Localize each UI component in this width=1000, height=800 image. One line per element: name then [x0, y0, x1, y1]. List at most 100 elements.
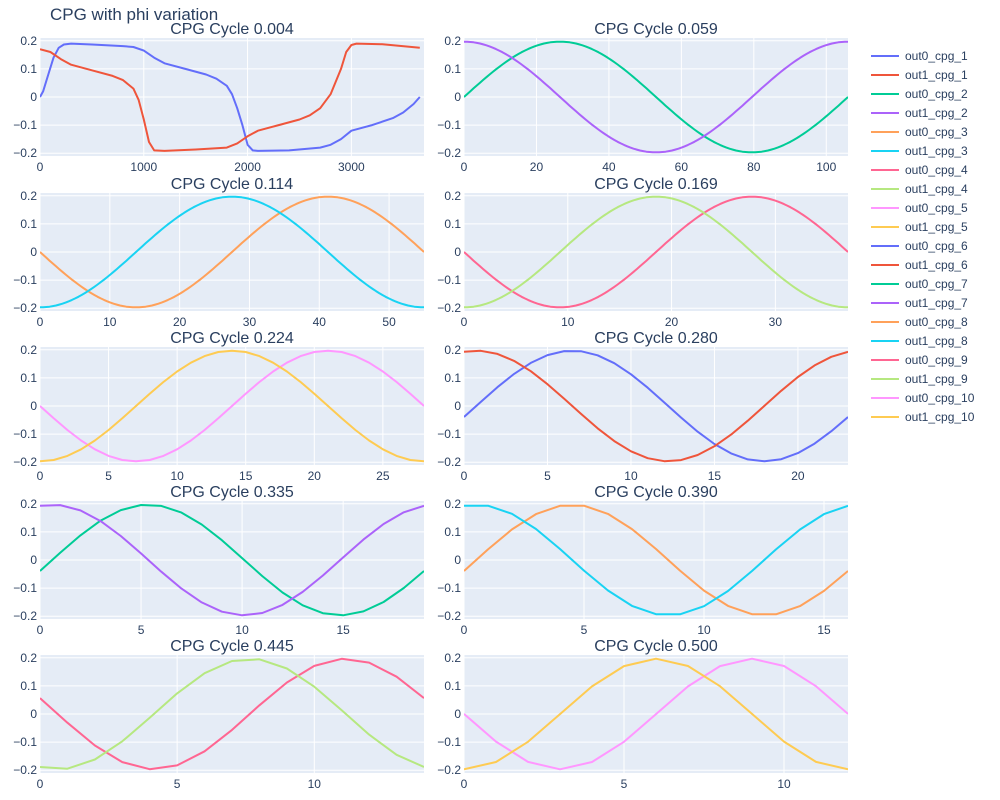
legend-label: out0_cpg_4 — [905, 163, 968, 177]
x-tick-label: 20 — [530, 160, 544, 174]
legend-label: out1_cpg_10 — [905, 410, 975, 424]
y-tick-label: −0.2 — [13, 763, 37, 777]
y-tick-label: 0.1 — [444, 525, 461, 539]
y-tick-label: 0.1 — [444, 679, 461, 693]
x-tick-label: 0 — [461, 160, 468, 174]
y-tick-label: 0.2 — [20, 343, 37, 357]
x-tick-label: 25 — [376, 469, 390, 483]
legend-label: out1_cpg_7 — [905, 296, 968, 310]
legend-label: out0_cpg_3 — [905, 125, 968, 139]
x-tick-label: 0 — [37, 315, 44, 329]
x-tick-label: 10 — [624, 469, 638, 483]
series-line-out1_cpg_7 — [40, 504, 424, 617]
y-tick-label: 0.2 — [444, 34, 461, 48]
y-tick-label: 0 — [454, 707, 461, 721]
y-tick-label: −0.2 — [437, 301, 461, 315]
x-tick-label: 3000 — [338, 160, 365, 174]
subplot-title: CPG Cycle 0.445 — [170, 638, 294, 655]
legend-item-out0_cpg_5[interactable]: out0_cpg_5 — [871, 201, 968, 215]
x-tick-label: 5 — [138, 623, 145, 637]
subplot-6: 0 5 10 15 20 −0.2 −0.1 0 0.1 0.2 CPG Cycle 0.280 — [437, 330, 848, 483]
legend-item-out1_cpg_8[interactable]: out1_cpg_8 — [871, 334, 968, 348]
legend-item-out0_cpg_4[interactable]: out0_cpg_4 — [871, 163, 968, 177]
legend-item-out0_cpg_2[interactable]: out0_cpg_2 — [871, 87, 968, 101]
subplot-title: CPG Cycle 0.500 — [594, 638, 718, 655]
legend-label: out0_cpg_10 — [905, 391, 975, 405]
x-tick-label: 5 — [581, 623, 588, 637]
x-tick-label: 50 — [382, 315, 396, 329]
legend-item-out0_cpg_3[interactable]: out0_cpg_3 — [871, 125, 968, 139]
y-tick-label: 0 — [454, 90, 461, 104]
series-line-out1_cpg_9 — [40, 658, 424, 770]
legend-label: out1_cpg_6 — [905, 258, 968, 272]
legend-item-out0_cpg_8[interactable]: out0_cpg_8 — [871, 315, 968, 329]
y-tick-label: −0.1 — [437, 427, 461, 441]
x-tick-label: 10 — [697, 623, 711, 637]
subplot-title: CPG Cycle 0.224 — [170, 330, 294, 347]
y-tick-label: 0.2 — [20, 189, 37, 203]
legend-item-out0_cpg_6[interactable]: out0_cpg_6 — [871, 239, 968, 253]
figure-title: CPG with phi variation — [50, 5, 218, 24]
legend-item-out1_cpg_9[interactable]: out1_cpg_9 — [871, 372, 968, 386]
y-tick-label: 0.1 — [444, 371, 461, 385]
x-tick-label: 20 — [308, 469, 322, 483]
x-tick-label: 5 — [105, 469, 112, 483]
x-tick-label: 30 — [769, 315, 783, 329]
y-tick-label: 0.1 — [444, 217, 461, 231]
subplot-title: CPG Cycle 0.114 — [171, 176, 294, 193]
subplot-1: 0 1000 2000 3000 −0.2 −0.1 0 0.1 0.2 CPG Cycle 0.… — [13, 21, 424, 174]
legend-item-out1_cpg_4[interactable]: out1_cpg_4 — [871, 182, 968, 196]
subplot-title: CPG Cycle 0.280 — [594, 330, 718, 347]
y-tick-label: −0.2 — [437, 609, 461, 623]
legend-item-out0_cpg_10[interactable]: out0_cpg_10 — [871, 391, 975, 405]
x-tick-label: 0 — [461, 777, 468, 791]
legend-item-out1_cpg_6[interactable]: out1_cpg_6 — [871, 258, 968, 272]
x-tick-label: 15 — [336, 623, 350, 637]
x-tick-label: 30 — [243, 315, 257, 329]
x-tick-label: 0 — [461, 623, 468, 637]
series-line-out0_cpg_3 — [40, 195, 424, 309]
series-line-out1_cpg_4 — [464, 195, 848, 309]
legend-label: out1_cpg_5 — [905, 220, 968, 234]
legend-item-out1_cpg_5[interactable]: out1_cpg_5 — [871, 220, 968, 234]
series-line-out0_cpg_2 — [464, 40, 848, 154]
legend-label: out0_cpg_1 — [905, 49, 968, 63]
y-tick-label: 0.2 — [20, 34, 37, 48]
series-line-out1_cpg_1 — [40, 42, 420, 152]
legend-label: out0_cpg_9 — [905, 353, 968, 367]
y-tick-label: 0 — [30, 707, 37, 721]
y-tick-label: −0.2 — [13, 146, 37, 160]
x-tick-label: 0 — [37, 160, 44, 174]
legend-item-out0_cpg_1[interactable]: out0_cpg_1 — [871, 49, 968, 63]
y-tick-label: 0.2 — [444, 343, 461, 357]
series-line-out0_cpg_8 — [464, 504, 848, 616]
y-tick-label: −0.1 — [13, 735, 37, 749]
legend-label: out0_cpg_5 — [905, 201, 968, 215]
y-tick-label: −0.2 — [13, 609, 37, 623]
legend-item-out1_cpg_1[interactable]: out1_cpg_1 — [871, 68, 968, 82]
y-tick-label: 0.2 — [444, 497, 461, 511]
legend-item-out1_cpg_3[interactable]: out1_cpg_3 — [871, 144, 968, 158]
legend[interactable]: out0_cpg_1 out1_cpg_1 out0_cpg_2 out1_cpg_2… — [871, 49, 975, 424]
x-tick-label: 5 — [544, 469, 551, 483]
legend-item-out0_cpg_9[interactable]: out0_cpg_9 — [871, 353, 968, 367]
legend-label: out1_cpg_9 — [905, 372, 968, 386]
y-tick-label: 0.1 — [20, 217, 37, 231]
x-tick-label: 20 — [791, 469, 805, 483]
y-tick-label: 0.1 — [20, 371, 37, 385]
y-tick-label: 0.1 — [20, 525, 37, 539]
legend-item-out1_cpg_10[interactable]: out1_cpg_10 — [871, 410, 975, 424]
legend-item-out1_cpg_2[interactable]: out1_cpg_2 — [871, 106, 968, 120]
x-tick-label: 20 — [173, 315, 187, 329]
legend-label: out1_cpg_2 — [905, 106, 968, 120]
y-tick-label: −0.1 — [437, 735, 461, 749]
legend-item-out0_cpg_7[interactable]: out0_cpg_7 — [871, 277, 968, 291]
y-tick-label: 0.2 — [20, 497, 37, 511]
y-tick-label: 0 — [30, 90, 37, 104]
x-tick-label: 100 — [816, 160, 836, 174]
legend-label: out0_cpg_2 — [905, 87, 968, 101]
y-tick-label: 0 — [454, 245, 461, 259]
legend-item-out1_cpg_7[interactable]: out1_cpg_7 — [871, 296, 968, 310]
